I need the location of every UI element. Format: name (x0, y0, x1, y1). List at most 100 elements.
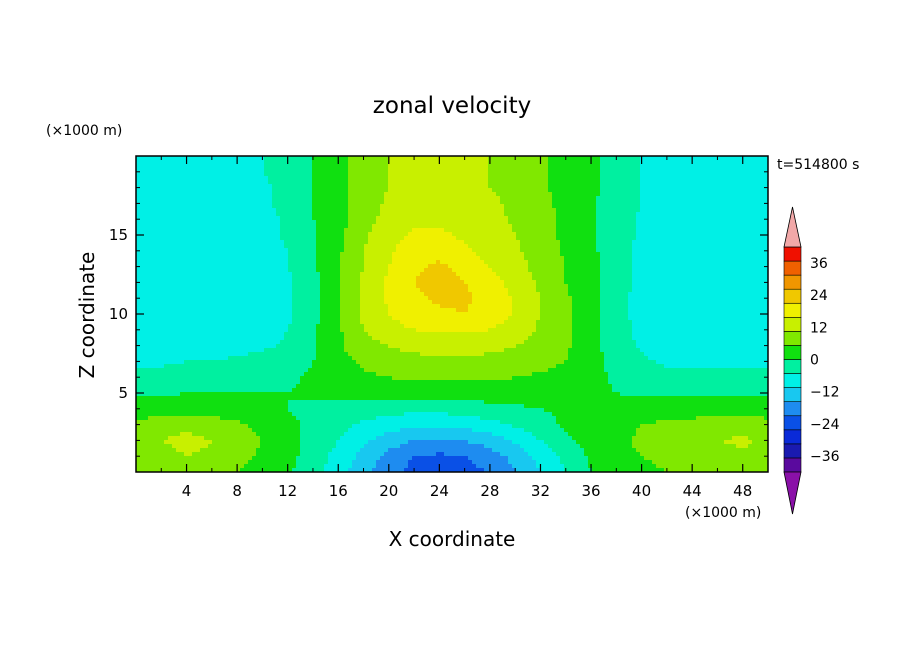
field-cell (668, 204, 673, 209)
field-cell (280, 264, 285, 269)
field-cell (720, 224, 725, 229)
field-cell (708, 208, 713, 213)
field-cell (480, 224, 485, 229)
field-cell (340, 216, 345, 221)
field-cell (620, 208, 625, 213)
field-cell (568, 264, 573, 269)
field-cell (688, 240, 693, 245)
field-cell (324, 164, 329, 169)
field-cell (208, 192, 213, 197)
field-cell (632, 160, 637, 165)
field-cell (456, 156, 461, 161)
field-cell (688, 168, 693, 173)
field-cell (136, 260, 141, 265)
field-cell (164, 188, 169, 193)
field-cell (244, 220, 249, 225)
field-cell (348, 236, 353, 241)
field-cell (760, 164, 765, 169)
field-cell (244, 204, 249, 209)
field-cell (576, 168, 581, 173)
field-cell (636, 160, 641, 165)
field-cell (492, 268, 497, 273)
field-cell (304, 176, 309, 181)
field-cell (456, 192, 461, 197)
field-cell (636, 184, 641, 189)
field-cell (176, 184, 181, 189)
field-cell (596, 220, 601, 225)
field-cell (620, 228, 625, 233)
field-cell (408, 164, 413, 169)
field-cell (616, 160, 621, 165)
field-cell (496, 260, 501, 265)
field-cell (636, 216, 641, 221)
field-cell (644, 248, 649, 253)
field-cell (316, 220, 321, 225)
field-cell (188, 216, 193, 221)
field-cell (720, 188, 725, 193)
field-cell (664, 188, 669, 193)
field-cell (284, 220, 289, 225)
field-cell (676, 276, 681, 281)
field-cell (488, 204, 493, 209)
field-cell (216, 264, 221, 269)
field-cell (564, 220, 569, 225)
field-cell (476, 256, 481, 261)
field-cell (756, 236, 761, 241)
field-cell (764, 176, 768, 181)
field-cell (432, 188, 437, 193)
field-cell (468, 252, 473, 257)
field-cell (596, 256, 601, 261)
field-cell (656, 236, 661, 241)
field-cell (708, 160, 713, 165)
field-cell (192, 184, 197, 189)
field-cell (516, 196, 521, 201)
field-cell (736, 228, 741, 233)
field-cell (268, 176, 273, 181)
field-cell (204, 204, 209, 209)
field-cell (352, 224, 357, 229)
field-cell (380, 268, 385, 273)
field-cell (232, 212, 237, 217)
field-cell (652, 248, 657, 253)
field-cell (508, 248, 513, 253)
field-cell (620, 224, 625, 229)
field-cell (280, 176, 285, 181)
field-cell (184, 176, 189, 181)
field-cell (572, 264, 577, 269)
field-cell (288, 276, 293, 281)
field-cell (480, 168, 485, 173)
field-cell (756, 180, 761, 185)
field-cell (144, 200, 149, 205)
field-cell (468, 188, 473, 193)
field-cell (340, 264, 345, 269)
field-cell (304, 252, 309, 257)
field-cell (732, 256, 737, 261)
field-cell (644, 160, 649, 165)
field-cell (208, 204, 213, 209)
field-cell (248, 248, 253, 253)
field-cell (380, 180, 385, 185)
field-cell (748, 220, 753, 225)
field-cell (204, 232, 209, 237)
field-cell (472, 184, 477, 189)
field-cell (428, 240, 433, 245)
field-cell (712, 176, 717, 181)
field-cell (568, 196, 573, 201)
field-cell (260, 204, 265, 209)
field-cell (164, 196, 169, 201)
field-cell (352, 196, 357, 201)
field-cell (548, 212, 553, 217)
field-cell (284, 204, 289, 209)
field-cell (732, 216, 737, 221)
field-cell (592, 268, 597, 273)
field-cell (712, 168, 717, 173)
field-cell (620, 256, 625, 261)
field-cell (552, 176, 557, 181)
field-cell (732, 168, 737, 173)
field-cell (636, 200, 641, 205)
field-cell (200, 216, 205, 221)
field-cell (532, 248, 537, 253)
field-cell (608, 204, 613, 209)
field-cell (268, 224, 273, 229)
